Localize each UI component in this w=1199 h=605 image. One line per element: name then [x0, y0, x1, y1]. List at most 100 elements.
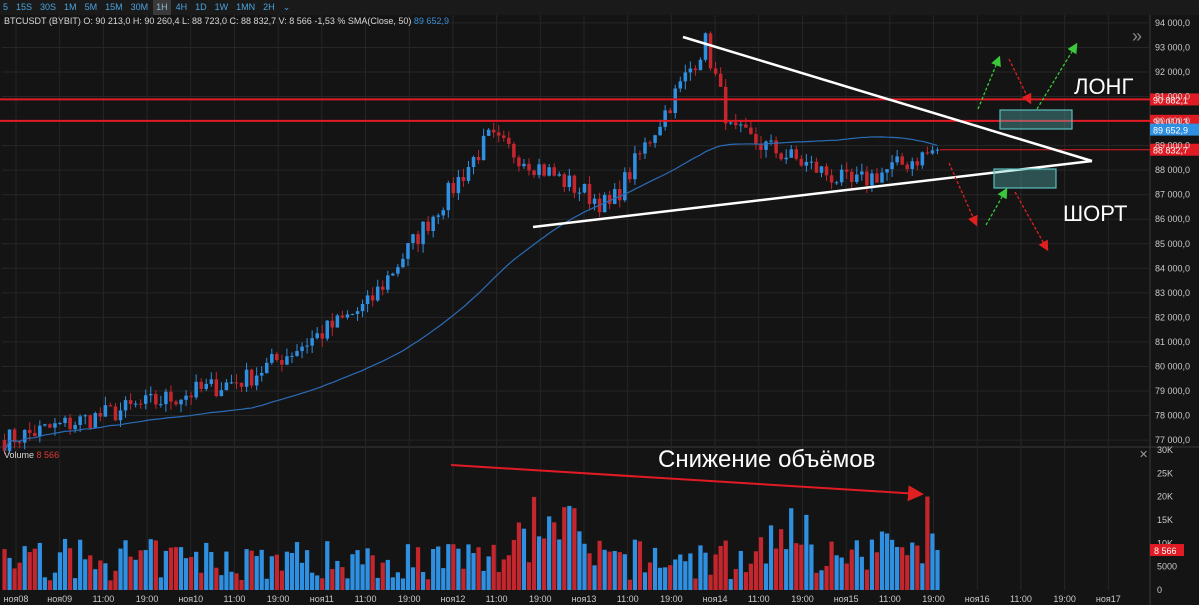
candle-body — [628, 172, 632, 180]
candle-body — [12, 429, 17, 443]
volume-bar — [597, 540, 602, 590]
volume-bar — [678, 554, 683, 590]
volume-bar — [915, 545, 920, 590]
volume-bar — [708, 574, 713, 590]
candle-body — [602, 194, 607, 213]
volume-bar — [12, 568, 17, 590]
timeframe-3[interactable]: 1M — [64, 2, 77, 12]
timeframe-4[interactable]: 5M — [84, 2, 98, 12]
timeframe-7[interactable]: 1H — [153, 0, 171, 15]
candle-body — [401, 258, 405, 268]
x-tick-label: 11:00 — [224, 594, 246, 604]
candle-body — [396, 267, 400, 274]
timeframe-9[interactable]: 1D — [195, 2, 207, 12]
candle-body — [744, 124, 748, 128]
candle-body — [688, 68, 693, 73]
timeframe-12[interactable]: 2H — [263, 2, 275, 12]
volume-bar — [143, 550, 148, 590]
timeframe-0[interactable]: 5 — [3, 2, 9, 12]
candle-body — [63, 417, 67, 424]
volume-bar — [547, 516, 552, 590]
volume-bar — [17, 562, 22, 590]
candle-body — [481, 135, 486, 161]
volume-bar — [163, 550, 169, 590]
x-tick-label: 11:00 — [879, 594, 901, 604]
collapse-icon[interactable]: » — [1132, 26, 1143, 46]
volume-bar — [738, 550, 743, 590]
volume-bar — [592, 565, 597, 590]
candle-body — [537, 164, 541, 176]
volume-bar — [567, 505, 572, 590]
timeframe-1[interactable]: 15S — [16, 2, 33, 12]
volume-bar — [284, 551, 290, 590]
candle-body — [295, 351, 299, 356]
candle-body — [623, 172, 627, 201]
candle-body — [219, 390, 224, 397]
volume-bar — [758, 537, 764, 590]
volume-bar — [274, 554, 279, 590]
candle-body — [749, 127, 753, 135]
y-tick-label: 82 000,0 — [1155, 312, 1190, 322]
candle-body — [920, 152, 925, 166]
timeframe-8[interactable]: 4H — [175, 2, 188, 12]
y-tick-label: 77 000,0 — [1155, 435, 1190, 445]
candle-body — [638, 153, 642, 155]
timeframe-13[interactable]: ⌄ — [282, 2, 291, 12]
candle-body — [340, 315, 345, 318]
candle-body — [305, 345, 309, 347]
volume-bar — [446, 544, 451, 590]
x-tick-label: ноя14 — [703, 594, 728, 604]
close-panel-icon[interactable]: ✕ — [1139, 449, 1149, 461]
timeframe-2[interactable]: 30S — [40, 2, 57, 12]
candle-body — [113, 406, 118, 421]
volume-bar — [279, 570, 285, 590]
candle-body — [764, 141, 768, 150]
volume-bar — [506, 555, 511, 590]
candle-body — [224, 382, 229, 391]
candle-body — [416, 234, 420, 245]
candle-body — [668, 110, 672, 114]
candle-body — [209, 379, 214, 384]
long-annotation: ЛОНГ — [1074, 74, 1134, 99]
volume-bar — [849, 549, 854, 590]
volume-badge — [1150, 544, 1184, 557]
volume-bar — [249, 550, 254, 590]
candle-body — [280, 360, 284, 365]
volume-bar — [930, 533, 935, 590]
candle-body — [532, 170, 536, 176]
volume-bar — [703, 552, 708, 590]
candle-body — [517, 157, 521, 167]
candle-body — [249, 369, 254, 386]
volume-tick-label: 25K — [1157, 468, 1173, 478]
volume-bar — [728, 579, 733, 590]
candle-body — [244, 369, 249, 387]
timeframe-10[interactable]: 1W — [214, 2, 229, 12]
candle-body — [350, 313, 355, 315]
candle-body — [184, 395, 188, 400]
volume-bar — [73, 578, 78, 590]
volume-bar — [809, 544, 814, 590]
candle-body — [809, 161, 814, 163]
candle-body — [229, 382, 234, 384]
volume-bar — [7, 557, 12, 590]
candle-body — [234, 382, 239, 384]
timeframe-5[interactable]: 15M — [105, 2, 123, 12]
volume-bar — [420, 572, 426, 590]
volume-bar — [229, 571, 234, 590]
drawings — [450, 35, 1093, 502]
candle-body — [275, 354, 279, 361]
volume-bar — [209, 551, 214, 590]
candle-body — [582, 183, 587, 193]
volume-bar — [325, 541, 330, 590]
y-tick-label: 84 000,0 — [1155, 263, 1190, 273]
volume-tick-label: 15K — [1157, 515, 1173, 525]
timeframe-6[interactable]: 30M — [130, 2, 149, 12]
volume-badge-label: 8 566 — [1154, 546, 1177, 556]
volume-bar — [663, 567, 668, 590]
volume-bar — [773, 548, 779, 590]
timeframe-11[interactable]: 1MN — [236, 2, 256, 12]
candle-body — [33, 432, 37, 437]
volume-bar — [607, 551, 612, 590]
price-badge — [1150, 143, 1199, 156]
